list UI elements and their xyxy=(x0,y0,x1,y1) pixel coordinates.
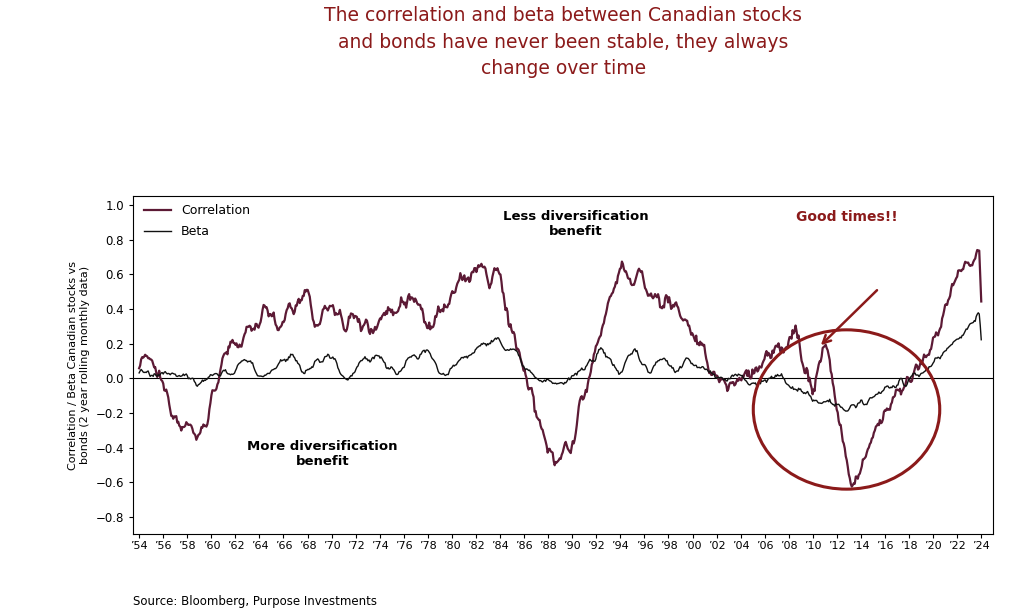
Correlation xyxy=(700,355,713,362)
Correlation xyxy=(347,311,359,318)
Text: Good times!!: Good times!! xyxy=(797,210,898,224)
Beta xyxy=(607,362,620,369)
Beta xyxy=(494,336,506,343)
Beta xyxy=(840,408,852,415)
Text: More diversification
benefit: More diversification benefit xyxy=(247,440,397,468)
Correlation xyxy=(975,298,987,305)
Beta xyxy=(603,354,615,362)
Line: Beta: Beta xyxy=(139,313,981,411)
Beta xyxy=(972,309,984,316)
Correlation xyxy=(607,289,620,297)
Text: Source: Bloomberg, Purpose Investments: Source: Bloomberg, Purpose Investments xyxy=(133,595,377,608)
Correlation xyxy=(846,483,858,491)
Correlation xyxy=(494,270,506,278)
Correlation xyxy=(603,297,615,304)
Correlation xyxy=(554,454,566,462)
Text: Less diversification
benefit: Less diversification benefit xyxy=(503,210,649,238)
Line: Correlation: Correlation xyxy=(139,250,981,487)
Legend: Correlation, Beta: Correlation, Beta xyxy=(143,204,250,238)
Beta xyxy=(554,379,566,387)
Text: The correlation and beta between Canadian stocks
and bonds have never been stabl: The correlation and beta between Canadia… xyxy=(325,6,802,78)
Y-axis label: Correlation / Beta Canadian stocks vs
bonds (2 year rolling monthly data): Correlation / Beta Canadian stocks vs bo… xyxy=(69,261,90,470)
Correlation xyxy=(971,246,983,254)
Beta xyxy=(700,365,713,373)
Beta xyxy=(347,370,359,377)
Correlation xyxy=(133,365,145,372)
Beta xyxy=(133,369,145,376)
Beta xyxy=(975,336,987,343)
